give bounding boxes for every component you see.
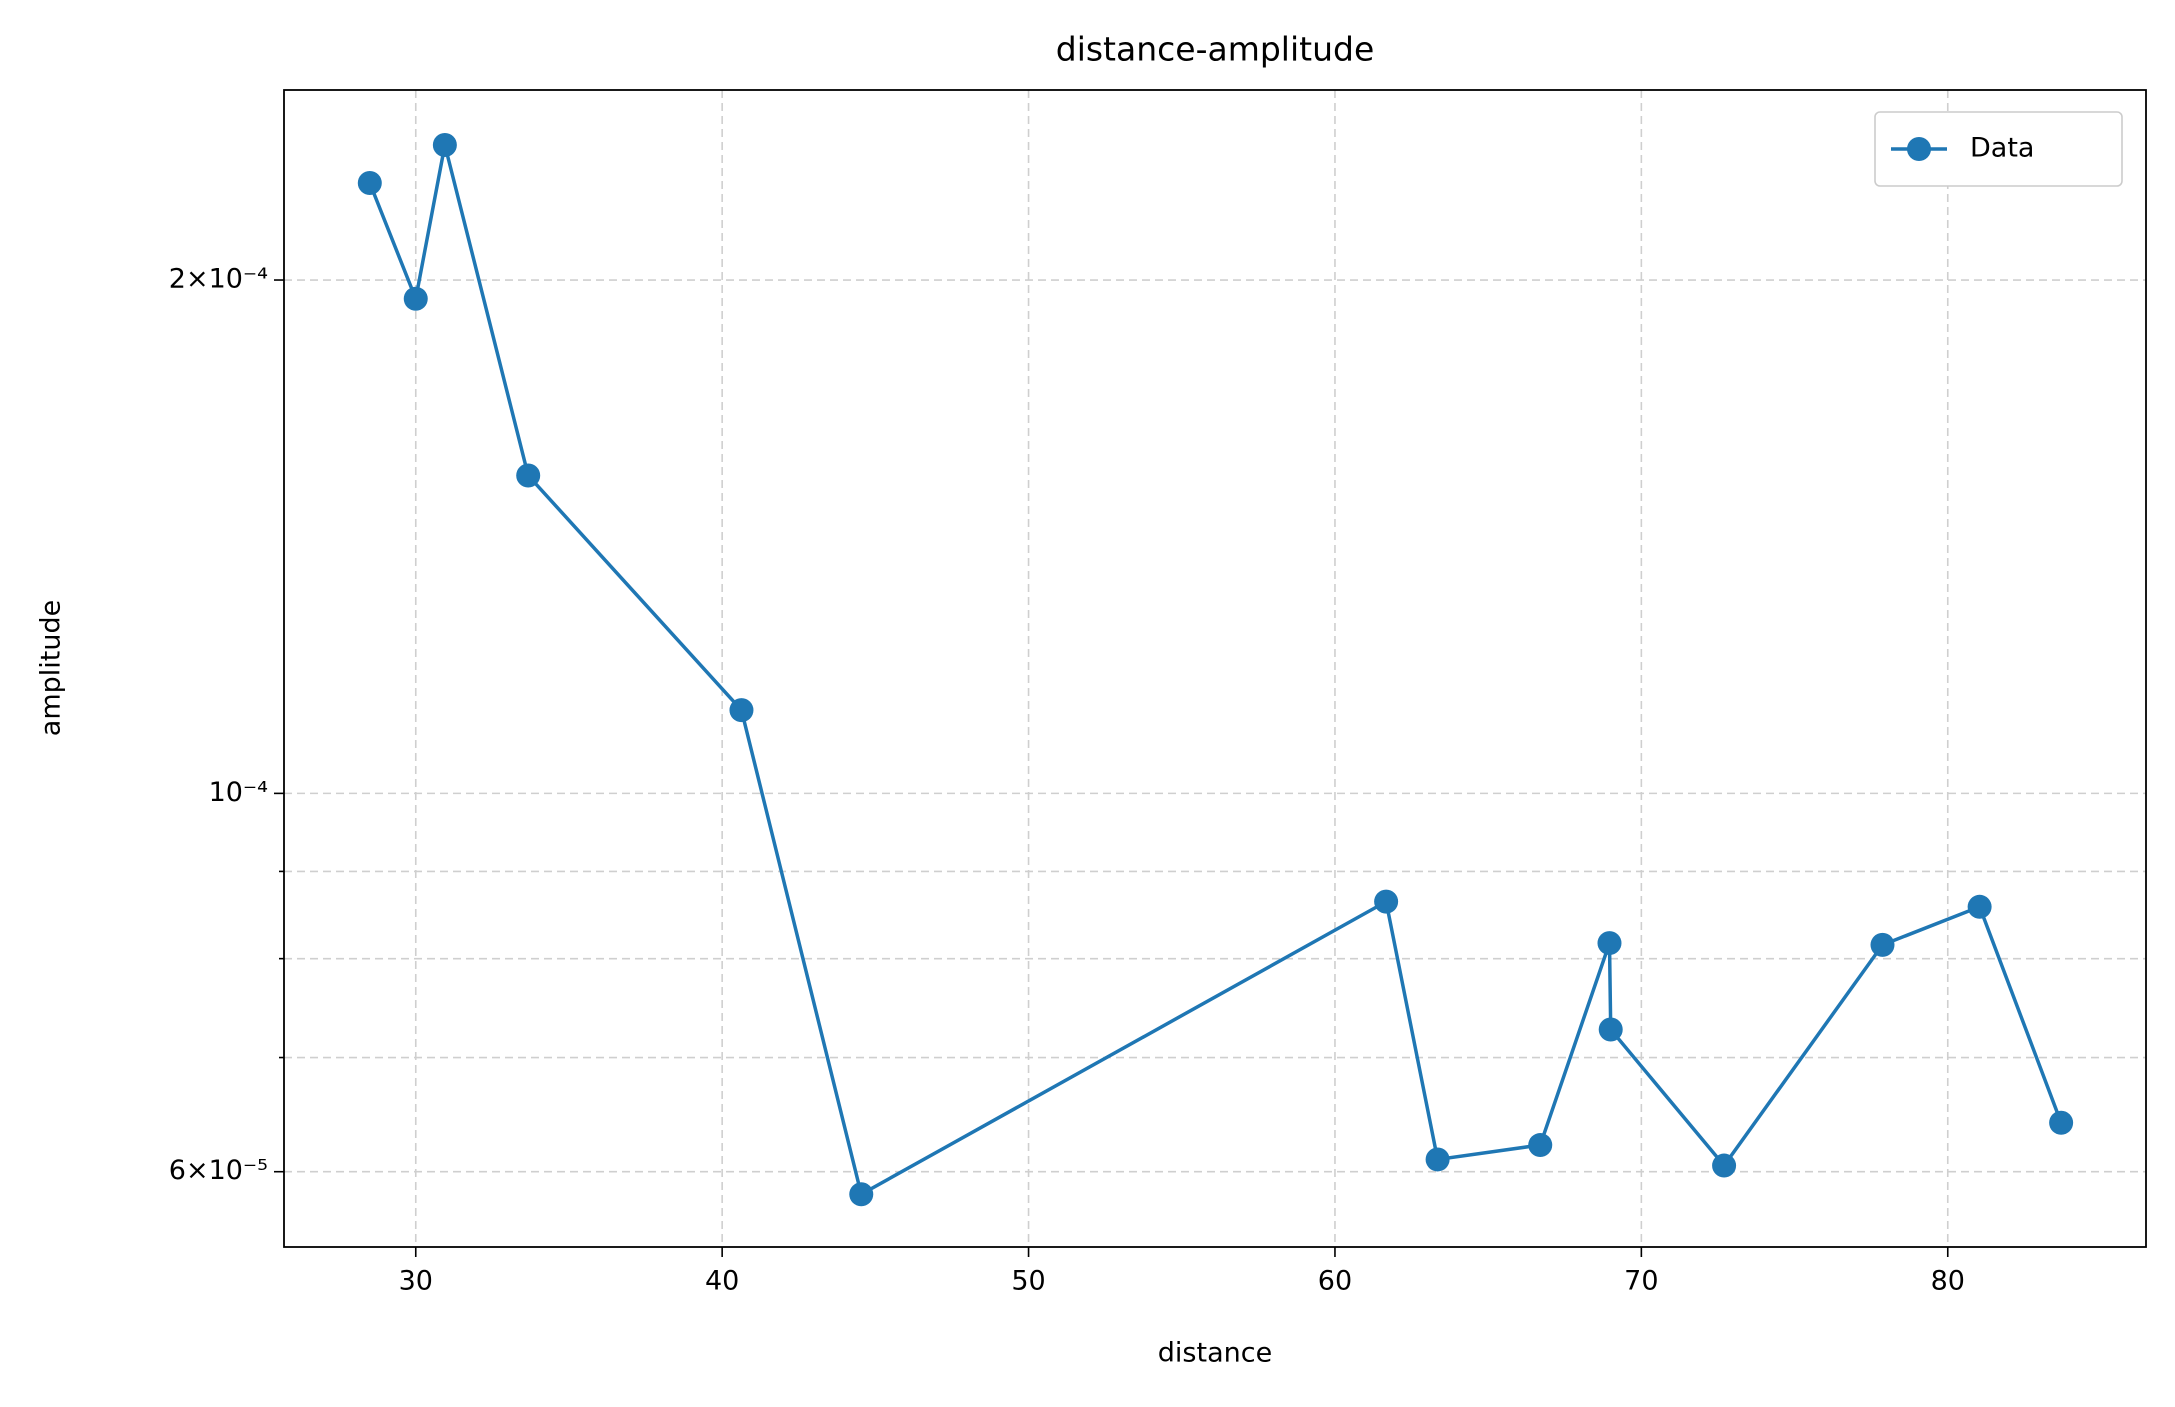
x-tick-label: 60	[1318, 1266, 1352, 1297]
legend-label: Data	[1970, 133, 2034, 164]
data-point	[516, 463, 541, 488]
y-tick-label: 10⁻⁴	[209, 777, 268, 808]
data-point	[1528, 1133, 1553, 1158]
y-tick-label: 2×10⁻⁴	[169, 264, 268, 295]
y-tick-label: 6×10⁻⁵	[169, 1155, 268, 1186]
data-point	[357, 170, 382, 195]
data-point	[849, 1182, 874, 1207]
x-tick-label: 50	[1011, 1266, 1045, 1297]
data-point	[1374, 889, 1399, 914]
plot-frame	[283, 89, 2147, 1248]
x-tick-label: 30	[399, 1266, 433, 1297]
data-point	[432, 132, 457, 157]
data-line	[368, 144, 2063, 1197]
y-axis-label: amplitude	[36, 600, 67, 736]
data-point	[1870, 932, 1895, 957]
data-point	[403, 286, 428, 311]
legend-box	[1874, 111, 2123, 187]
data-point	[1597, 931, 1622, 956]
chart-title: distance-amplitude	[1056, 30, 1375, 69]
legend-marker	[1907, 137, 1931, 161]
x-tick-label: 70	[1624, 1266, 1658, 1297]
data-point	[2049, 1110, 2074, 1135]
data-point	[1598, 1017, 1623, 1042]
data-point	[1967, 894, 1992, 919]
data-point	[1712, 1153, 1737, 1178]
data-point	[1425, 1147, 1450, 1172]
data-point	[729, 698, 754, 723]
x-tick-label: 40	[705, 1266, 739, 1297]
x-axis-label: distance	[1158, 1338, 1272, 1369]
x-tick-label: 80	[1931, 1266, 1965, 1297]
